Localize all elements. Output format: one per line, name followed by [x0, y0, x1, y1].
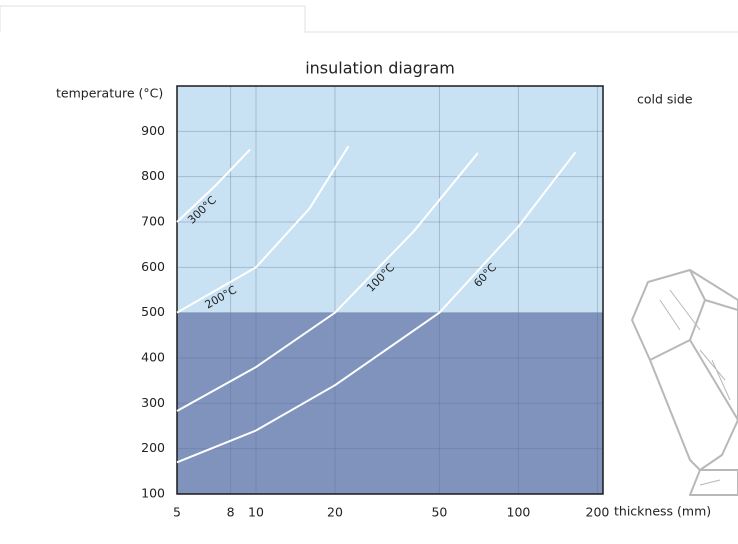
x-tick-label: 8 — [227, 505, 235, 520]
x-tick-label: 10 — [248, 505, 264, 520]
y-tick-label: 500 — [141, 304, 165, 319]
crystal-sketch — [631, 269, 738, 496]
y-tick-label: 100 — [141, 486, 165, 501]
x-tick-label: 20 — [327, 505, 343, 520]
x-tick-label: 200 — [586, 505, 610, 520]
y-tick-label: 700 — [141, 214, 165, 229]
plot-frame — [176, 85, 604, 495]
x-tick-label: 5 — [173, 505, 181, 520]
band — [177, 312, 603, 494]
tab-frame — [0, 5, 738, 33]
x-tick-label: 50 — [431, 505, 447, 520]
annotation: cold side — [637, 92, 693, 107]
x-tick-label: 100 — [507, 505, 531, 520]
band — [177, 86, 603, 313]
curve — [176, 151, 577, 464]
y-tick-label: 400 — [141, 350, 165, 365]
x-axis-label: thickness (mm) — [614, 504, 711, 519]
y-tick-label: 900 — [141, 123, 165, 138]
curve — [176, 152, 479, 412]
chart-title: insulation diagram — [305, 59, 455, 78]
y-axis-label: temperature (°C) — [56, 86, 163, 101]
y-tick-label: 300 — [141, 395, 165, 410]
y-tick-label: 200 — [141, 440, 165, 455]
curve — [176, 148, 251, 223]
curve — [176, 145, 350, 314]
y-tick-label: 800 — [141, 168, 165, 183]
y-tick-label: 600 — [141, 259, 165, 274]
